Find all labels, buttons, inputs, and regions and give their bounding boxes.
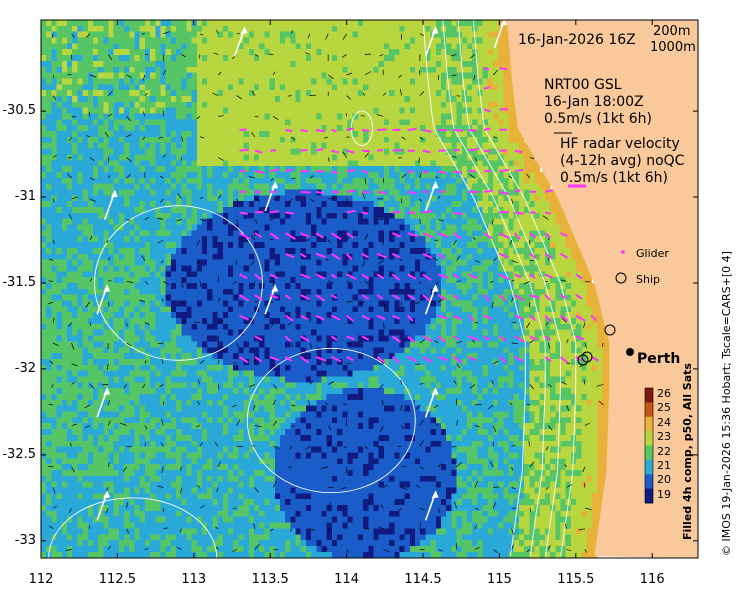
colorbar-tick-label: 21: [657, 458, 671, 472]
axis-ticks: [40, 20, 698, 558]
plot-frame: [40, 19, 699, 559]
colorbar-segment: [645, 474, 653, 490]
colorbar-tick-label: 26: [657, 387, 671, 400]
model-scale: 0.5m/s (1kt 6h): [544, 111, 653, 127]
credit-text: © IMOS 19-Jan-2026 15:36 Hobart; Tscale=…: [720, 251, 733, 556]
radar-vectors: [239, 67, 600, 364]
colorbar-tick-label: 24: [657, 415, 671, 429]
y-tick-label: -31.5: [2, 275, 36, 290]
model-time: 16-Jan 18:00Z: [544, 94, 644, 110]
radar-scale: 0.5m/s (1kt 6h): [560, 170, 669, 186]
x-tick-label: 114: [334, 572, 360, 587]
x-tick-label: 115: [486, 572, 512, 587]
ship-marker: [604, 324, 616, 336]
y-tick-label: -33: [14, 532, 36, 548]
date-label: 16-Jan-2026 16Z: [518, 32, 636, 48]
ship-marker: [577, 354, 589, 366]
x-tick-label: 113: [181, 572, 207, 587]
x-tick-label: 112.5: [98, 572, 136, 587]
ship-marker: [581, 351, 593, 363]
radar-avg: (4-12h avg) noQC: [560, 153, 685, 169]
ship-legend-label: Ship: [636, 273, 660, 286]
model-title: NRT00 GSL: [544, 77, 622, 93]
colorbar-title: Filled 4h comp, p50, All Sats: [681, 363, 694, 540]
y-tick-label: -32.5: [2, 446, 36, 462]
x-tick-label: 115.5: [557, 572, 595, 587]
current-arrows: [47, 20, 604, 553]
colorbar-tick-label: 23: [657, 430, 671, 444]
ship-legend-marker: [615, 272, 627, 284]
colorbar-segment: [645, 388, 653, 403]
colorbar-segment: [645, 459, 653, 475]
colorbar-tick-label: 22: [657, 444, 671, 458]
colorbar-segment: [645, 431, 653, 446]
y-tick-label: -32: [14, 360, 36, 376]
depth-200-label: 200m: [653, 24, 691, 39]
colorbar-segment: [645, 402, 653, 418]
radar-title: HF radar velocity: [560, 136, 680, 152]
x-tick-label: 114.5: [404, 572, 442, 587]
glider-legend-marker: [621, 250, 625, 254]
depth-1000-label: 1000m: [650, 40, 696, 55]
perth-marker: [626, 348, 634, 356]
colorbar-tick-label: 25: [657, 401, 671, 415]
glider-legend-label: Glider: [636, 247, 669, 260]
x-tick-label: 116: [639, 572, 665, 587]
sst-field: [41, 20, 613, 558]
x-tick-label: 113.5: [251, 572, 289, 587]
colorbar-segment: [645, 445, 653, 461]
colorbar-segment: [645, 416, 653, 432]
colorbar-tick-label: 20: [657, 473, 671, 487]
y-tick-label: -31: [14, 189, 36, 204]
markers: [568, 184, 634, 366]
colorbar: [644, 387, 654, 504]
colorbar-segment: [645, 488, 653, 504]
colorbar-tick-label: 19: [657, 487, 671, 501]
x-tick-label: 112: [28, 572, 54, 587]
city-label-perth: Perth: [637, 351, 681, 367]
y-tick-label: -30.5: [2, 103, 36, 119]
